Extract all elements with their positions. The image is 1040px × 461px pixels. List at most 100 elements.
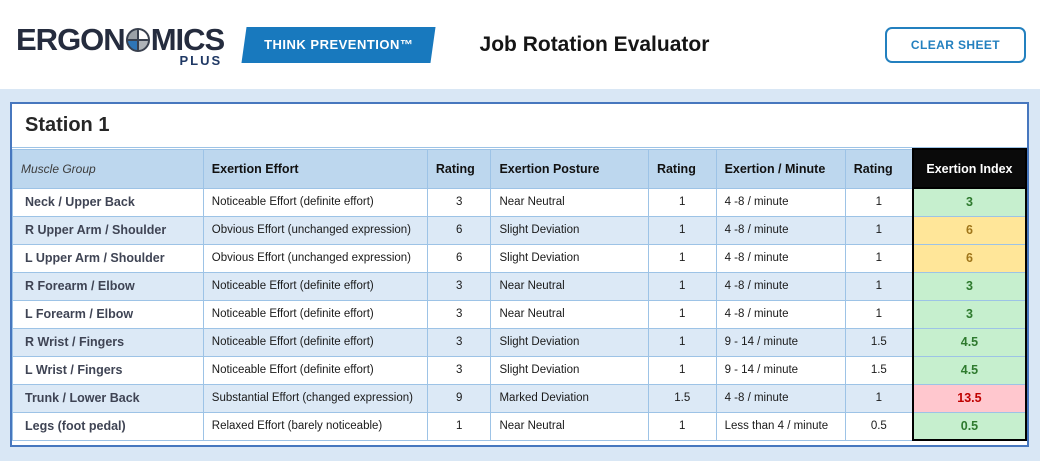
exertion-posture-cell[interactable]: Slight Deviation	[490, 215, 649, 245]
exertion-minute-cell[interactable]: 4 -8 / minute	[715, 215, 846, 245]
effort-rating-cell: 6	[426, 243, 492, 273]
exertion-index-cell: 3	[911, 299, 1027, 329]
evaluation-table: Muscle Group Exertion Effort Rating Exer…	[12, 148, 1027, 441]
exertion-posture-cell[interactable]: Slight Deviation	[490, 355, 649, 385]
posture-rating-cell: 1	[647, 187, 717, 217]
ergonomics-plus-logo: ERGON MICS PLUS	[16, 21, 225, 68]
minute-rating-cell: 1	[844, 187, 914, 217]
muscle-group-cell: R Upper Arm / Shoulder	[12, 215, 204, 245]
exertion-posture-cell[interactable]: Near Neutral	[490, 271, 649, 301]
column-header-rating-3: Rating	[844, 148, 914, 189]
effort-rating-cell: 3	[426, 271, 492, 301]
posture-rating-cell: 1	[647, 355, 717, 385]
posture-rating-cell: 1	[647, 327, 717, 357]
exertion-index-cell: 3	[911, 271, 1027, 301]
exertion-effort-cell[interactable]: Noticeable Effort (definite effort)	[202, 327, 428, 357]
table-row: R Forearm / Elbow Noticeable Effort (def…	[12, 271, 1027, 301]
exertion-effort-cell[interactable]: Substantial Effort (changed expression)	[202, 383, 428, 413]
exertion-effort-cell[interactable]: Noticeable Effort (definite effort)	[202, 187, 428, 217]
station-title: Station 1	[25, 114, 110, 136]
column-header-rating-2: Rating	[647, 148, 717, 189]
muscle-group-cell: Neck / Upper Back	[12, 187, 204, 217]
exertion-index-cell: 3	[911, 187, 1027, 217]
muscle-group-cell: L Upper Arm / Shoulder	[12, 243, 204, 273]
posture-rating-cell: 1	[647, 215, 717, 245]
exertion-minute-cell[interactable]: 9 - 14 / minute	[715, 327, 846, 357]
table-row: R Upper Arm / Shoulder Obvious Effort (u…	[12, 215, 1027, 245]
muscle-group-cell: R Wrist / Fingers	[12, 327, 204, 357]
station-title-row: Station 1	[12, 104, 1027, 148]
exertion-minute-cell[interactable]: 4 -8 / minute	[715, 299, 846, 329]
exertion-posture-cell[interactable]: Near Neutral	[490, 299, 649, 329]
exertion-posture-cell[interactable]: Slight Deviation	[490, 327, 649, 357]
table-header-row: Muscle Group Exertion Effort Rating Exer…	[12, 148, 1027, 189]
sheet-area: Station 1 Muscle Group Exertion Effort R…	[0, 89, 1040, 461]
muscle-group-cell: L Forearm / Elbow	[12, 299, 204, 329]
think-prevention-badge: THINK PREVENTION™	[241, 26, 437, 63]
table-row: Neck / Upper Back Noticeable Effort (def…	[12, 187, 1027, 217]
effort-rating-cell: 3	[426, 299, 492, 329]
effort-rating-cell: 6	[426, 215, 492, 245]
target-circle-icon	[125, 27, 150, 52]
table-row: L Forearm / Elbow Noticeable Effort (def…	[12, 299, 1027, 329]
posture-rating-cell: 1	[647, 411, 717, 441]
exertion-index-cell: 13.5	[911, 383, 1027, 413]
exertion-minute-cell[interactable]: 4 -8 / minute	[715, 271, 846, 301]
effort-rating-cell: 3	[426, 187, 492, 217]
minute-rating-cell: 1	[844, 271, 914, 301]
exertion-posture-cell[interactable]: Marked Deviation	[490, 383, 649, 413]
exertion-posture-cell[interactable]: Near Neutral	[490, 411, 649, 441]
table-row: R Wrist / Fingers Noticeable Effort (def…	[12, 327, 1027, 357]
minute-rating-cell: 0.5	[844, 411, 914, 441]
muscle-group-cell: Legs (foot pedal)	[12, 411, 204, 441]
column-header-exertion-minute: Exertion / Minute	[715, 148, 846, 189]
minute-rating-cell: 1.5	[844, 327, 914, 357]
muscle-group-cell: R Forearm / Elbow	[12, 271, 204, 301]
exertion-posture-cell[interactable]: Slight Deviation	[490, 243, 649, 273]
effort-rating-cell: 9	[426, 383, 492, 413]
column-header-exertion-index: Exertion Index	[911, 148, 1027, 189]
muscle-group-cell: Trunk / Lower Back	[12, 383, 204, 413]
minute-rating-cell: 1.5	[844, 355, 914, 385]
muscle-group-cell: L Wrist / Fingers	[12, 355, 204, 385]
exertion-effort-cell[interactable]: Noticeable Effort (definite effort)	[202, 355, 428, 385]
exertion-minute-cell[interactable]: Less than 4 / minute	[715, 411, 846, 441]
table-row: Trunk / Lower Back Substantial Effort (c…	[12, 383, 1027, 413]
exertion-effort-cell[interactable]: Noticeable Effort (definite effort)	[202, 271, 428, 301]
column-header-exertion-effort: Exertion Effort	[202, 148, 428, 189]
exertion-minute-cell[interactable]: 4 -8 / minute	[715, 187, 846, 217]
exertion-minute-cell[interactable]: 9 - 14 / minute	[715, 355, 846, 385]
exertion-effort-cell[interactable]: Noticeable Effort (definite effort)	[202, 299, 428, 329]
posture-rating-cell: 1	[647, 243, 717, 273]
app-header: ERGON MICS PLUS THINK PREVENTION™ Job Ro…	[0, 0, 1040, 89]
table-row: Legs (foot pedal) Relaxed Effort (barely…	[12, 411, 1027, 441]
exertion-index-cell: 0.5	[911, 411, 1027, 441]
table-row: L Wrist / Fingers Noticeable Effort (def…	[12, 355, 1027, 385]
clear-sheet-button[interactable]: CLEAR SHEET	[884, 26, 1026, 63]
logo-wordmark: ERGON MICS	[16, 21, 225, 58]
exertion-effort-cell[interactable]: Relaxed Effort (barely noticeable)	[202, 411, 428, 441]
exertion-index-cell: 6	[911, 243, 1027, 273]
exertion-minute-cell[interactable]: 4 -8 / minute	[715, 383, 846, 413]
exertion-effort-cell[interactable]: Obvious Effort (unchanged expression)	[202, 243, 428, 273]
minute-rating-cell: 1	[844, 383, 914, 413]
page-title: Job Rotation Evaluator	[479, 32, 710, 56]
table-row: L Upper Arm / Shoulder Obvious Effort (u…	[12, 243, 1027, 273]
effort-rating-cell: 1	[426, 411, 492, 441]
posture-rating-cell: 1	[647, 271, 717, 301]
badge-label: THINK PREVENTION™	[264, 36, 414, 52]
station-panel: Station 1 Muscle Group Exertion Effort R…	[10, 102, 1029, 447]
exertion-posture-cell[interactable]: Near Neutral	[490, 187, 649, 217]
exertion-index-cell: 4.5	[911, 355, 1027, 385]
logo-text-left: ERGON	[16, 21, 126, 57]
minute-rating-cell: 1	[844, 299, 914, 329]
column-header-rating-1: Rating	[426, 148, 492, 189]
minute-rating-cell: 1	[844, 243, 914, 273]
exertion-effort-cell[interactable]: Obvious Effort (unchanged expression)	[202, 215, 428, 245]
logo-text-right: MICS	[150, 21, 225, 57]
column-header-muscle-group: Muscle Group	[12, 148, 204, 189]
posture-rating-cell: 1.5	[647, 383, 717, 413]
exertion-minute-cell[interactable]: 4 -8 / minute	[715, 243, 846, 273]
column-header-exertion-posture: Exertion Posture	[490, 148, 649, 189]
exertion-index-cell: 4.5	[911, 327, 1027, 357]
